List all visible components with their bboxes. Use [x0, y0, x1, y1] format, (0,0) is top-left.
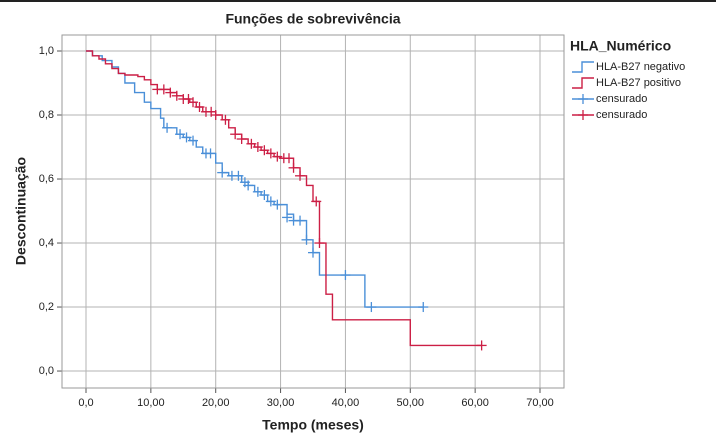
censor-mark	[366, 302, 377, 313]
legend-label: censurado	[596, 93, 647, 105]
censor-mark	[246, 138, 257, 149]
survival-line	[85, 50, 482, 347]
legend-label: HLA-B27 positivo	[596, 77, 681, 89]
censor-mark	[236, 134, 247, 145]
legend-marker	[578, 110, 588, 120]
legend-label: HLA-B27 negativo	[596, 61, 685, 73]
x-tick-label: 20,00	[202, 397, 230, 409]
y-tick-label: 1,0	[39, 45, 54, 57]
x-tick-label: 40,00	[332, 397, 360, 409]
censor-mark	[188, 135, 199, 146]
censor-mark	[295, 215, 306, 226]
censor-mark	[284, 153, 295, 164]
censor-mark	[272, 151, 283, 162]
y-tick-label: 0,6	[39, 173, 54, 185]
x-tick-label: 70,00	[526, 397, 554, 409]
censor-mark	[311, 196, 322, 207]
censor-mark	[282, 212, 293, 223]
censor-mark	[165, 87, 176, 98]
x-tick-label: 10,00	[137, 397, 165, 409]
censor-mark	[188, 97, 199, 108]
y-tick-label: 0,2	[39, 301, 54, 313]
legend-swatch	[572, 77, 594, 89]
legend-title: HLA_Numérico	[570, 38, 671, 54]
censor-mark	[252, 142, 263, 153]
censor-mark	[171, 90, 182, 101]
censor-mark	[301, 234, 312, 245]
legend-swatch	[572, 61, 594, 73]
censor-mark	[194, 102, 205, 113]
censor-mark	[308, 247, 318, 258]
censor-mark	[158, 84, 169, 95]
censor-mark	[259, 190, 270, 201]
censor-mark	[288, 162, 299, 173]
y-tick-label: 0,4	[39, 237, 54, 249]
x-axis-title: Tempo (meses)	[262, 417, 364, 433]
censor-mark	[220, 114, 231, 125]
censor-mark	[162, 122, 173, 133]
censor-mark	[259, 145, 270, 156]
censor-mark	[181, 132, 192, 143]
censor-mark	[252, 186, 263, 197]
censor-mark	[205, 148, 216, 159]
x-tick-label: 60,00	[461, 397, 489, 409]
censor-mark	[243, 180, 254, 191]
censor-mark	[314, 238, 325, 249]
x-tick-label: 50,00	[397, 397, 425, 409]
censor-mark	[272, 199, 283, 210]
censor-mark	[265, 148, 276, 159]
censor-mark	[418, 302, 429, 313]
censor-mark	[175, 129, 186, 140]
legend-marker	[578, 94, 588, 104]
x-tick-label: 30,00	[267, 397, 295, 409]
censor-mark	[340, 270, 351, 281]
top-border	[0, 0, 716, 2]
censor-mark	[230, 129, 241, 140]
censor-mark	[233, 170, 244, 181]
y-tick-label: 0,0	[39, 365, 54, 377]
y-axis-title: Descontinuação	[13, 157, 29, 265]
censor-mark	[217, 167, 228, 178]
plot-border	[61, 34, 565, 389]
chart-title: Funções de sobrevivência	[225, 11, 400, 27]
censor-mark	[265, 196, 276, 207]
x-tick-label: 0,0	[78, 397, 93, 409]
legend-label: censurado	[596, 109, 647, 121]
censor-mark	[210, 110, 221, 121]
y-tick-label: 0,8	[39, 109, 54, 121]
censor-mark	[476, 340, 487, 351]
censor-mark	[295, 170, 306, 181]
